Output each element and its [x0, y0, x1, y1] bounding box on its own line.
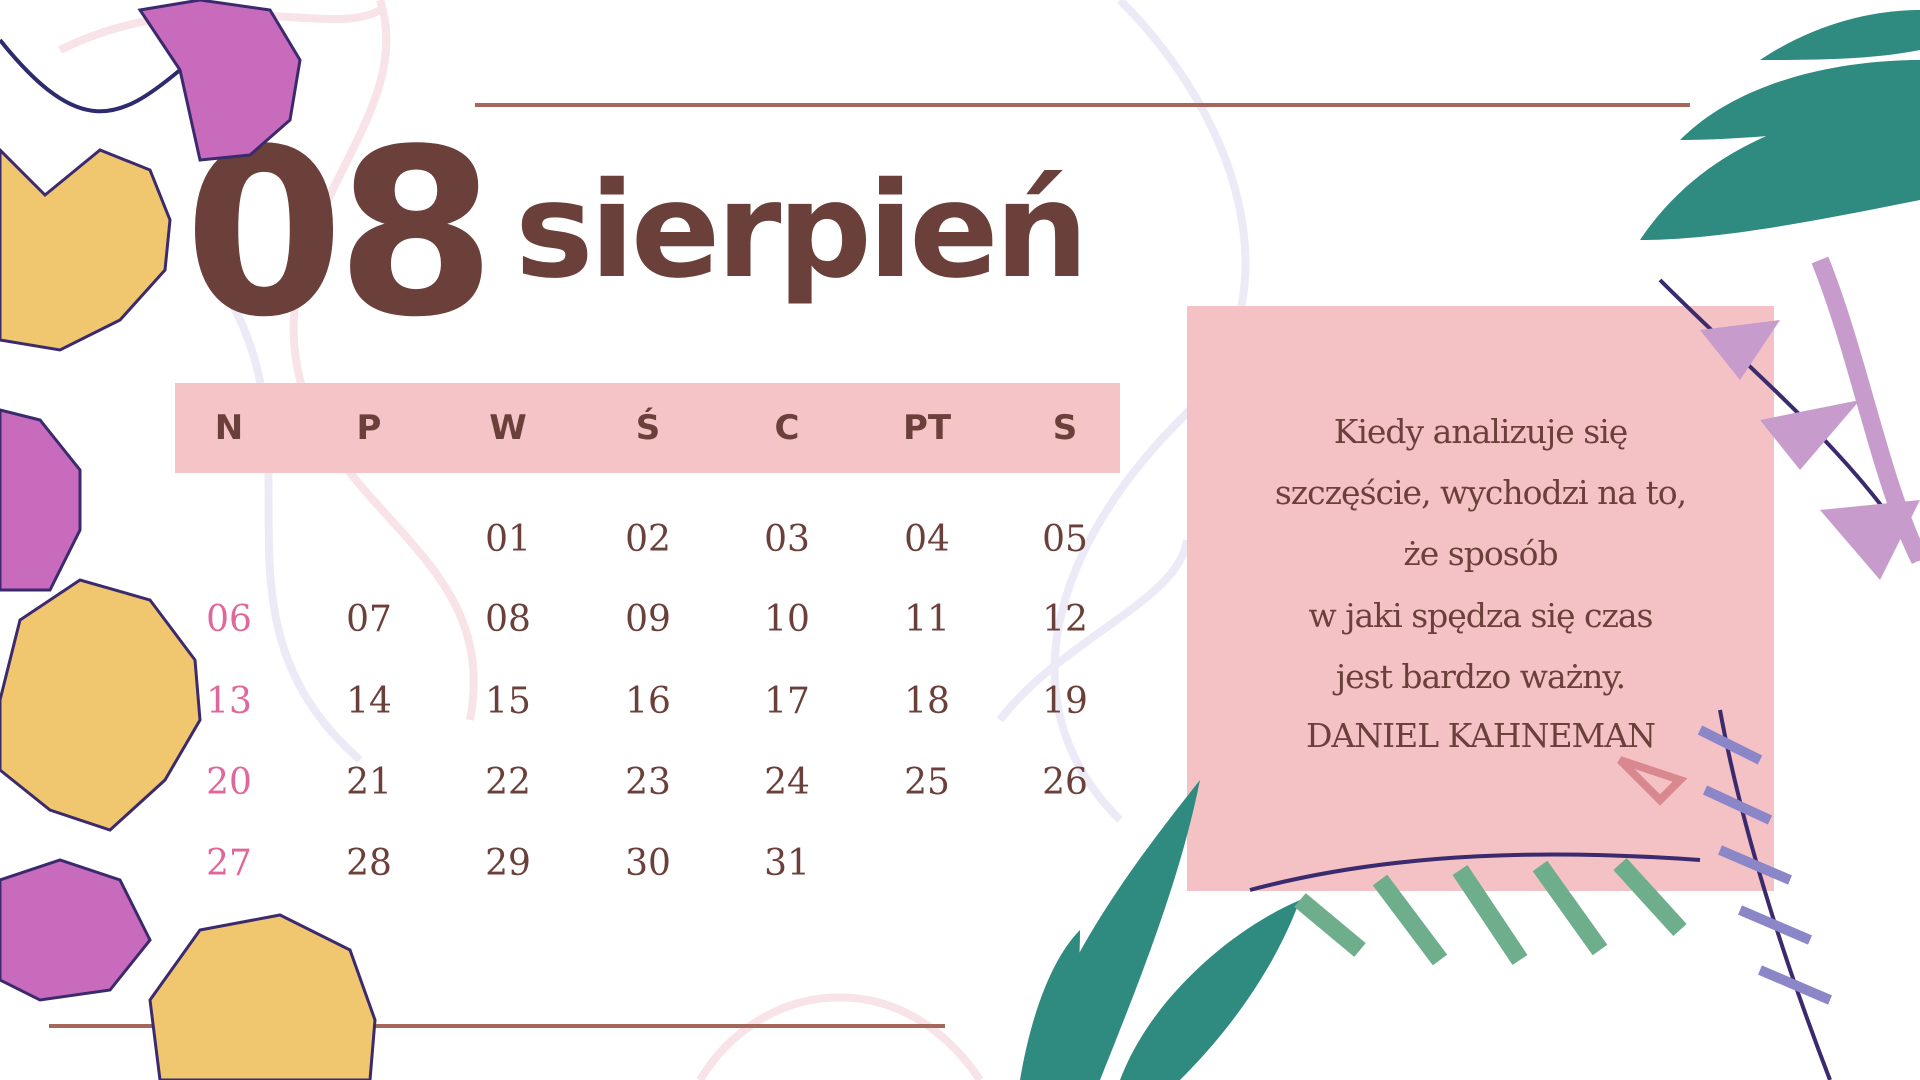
quote-line: jest bardzo ważny.	[1335, 657, 1626, 696]
calendar-day: 19	[1042, 681, 1088, 722]
calendar-day: 16	[625, 681, 671, 722]
quote-line: że sposób	[1403, 534, 1558, 573]
weekday-label: C	[774, 408, 800, 448]
calendar-day: 31	[764, 843, 810, 884]
weekday-label: PT	[902, 408, 952, 448]
weekday-label: W	[489, 408, 527, 448]
weekday-label: Ś	[635, 408, 661, 448]
weekday-label: S	[1052, 408, 1078, 448]
calendar-day: 04	[904, 519, 950, 560]
calendar-day: 08	[485, 599, 531, 640]
calendar-day: 14	[346, 681, 392, 722]
spotted-leaf-icon	[1020, 10, 1920, 1080]
calendar-day: 05	[1042, 519, 1088, 560]
calendar-day: 30	[625, 843, 671, 884]
calendar-day: 02	[625, 519, 671, 560]
calendar-day: 26	[1042, 762, 1088, 803]
calendar-day: 27	[206, 843, 252, 884]
calendar-day: 29	[485, 843, 531, 884]
calendar-day: 06	[206, 599, 252, 640]
calendar-day: 17	[764, 681, 810, 722]
calendar-day: 15	[485, 681, 531, 722]
calendar-day: 21	[346, 762, 392, 803]
calendar-day: 11	[904, 599, 950, 640]
calendar-day: 22	[485, 762, 531, 803]
weekday-label: P	[356, 408, 382, 448]
calendar-day: 01	[485, 519, 531, 560]
calendar-day: 25	[904, 762, 950, 803]
quote-line: szczęście, wychodzi na to,	[1274, 473, 1687, 512]
quote-line: w jaki spędza się czas	[1308, 596, 1654, 635]
weekday-label: N	[214, 408, 244, 448]
calendar-day: 13	[206, 681, 252, 722]
top-rule	[475, 103, 1690, 107]
fern-icon	[1617, 709, 1832, 1080]
palm-leaf-icon	[1249, 256, 1920, 966]
weekday-header-bar: N P W Ś C PT S	[175, 383, 1120, 473]
month-name: sierpień	[515, 154, 1089, 308]
bottom-rule	[49, 1024, 945, 1028]
calendar-day: 07	[346, 599, 392, 640]
calendar-day: 23	[625, 762, 671, 803]
calendar-day: 24	[764, 762, 810, 803]
calendar-day: 20	[206, 762, 252, 803]
quote-line: Kiedy analizuje się	[1333, 412, 1629, 451]
calendar-day: 28	[346, 843, 392, 884]
calendar-day: 03	[764, 519, 810, 560]
quote-author: DANIEL KAHNEMAN	[1305, 716, 1656, 755]
calendar-day: 12	[1042, 599, 1088, 640]
quote-box: Kiedy analizuje się szczęście, wychodzi …	[1187, 306, 1774, 891]
fan-flower-icon	[0, 0, 377, 1080]
calendar-day: 09	[625, 599, 671, 640]
calendar-day: 18	[904, 681, 950, 722]
calendar-day: 10	[764, 599, 810, 640]
